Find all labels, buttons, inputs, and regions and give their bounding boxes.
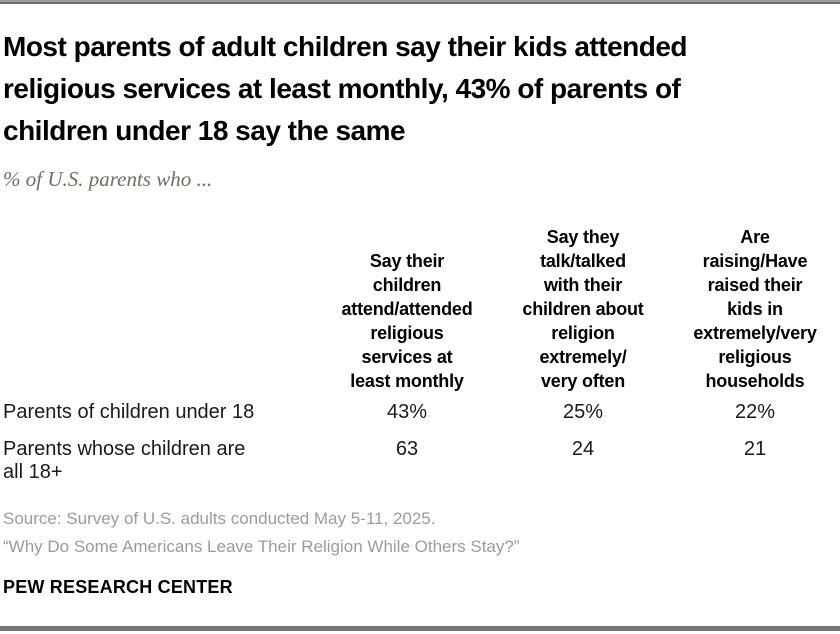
data-table: Say their children attend/attended relig… xyxy=(0,215,840,484)
pew-research-center-wordmark: PEW RESEARCH CENTER xyxy=(3,577,233,597)
column-header-religious-household: Are raising/Have raised their kids in ex… xyxy=(693,227,817,391)
value-cell: 43% xyxy=(386,401,428,423)
value-cell: 63 xyxy=(395,438,419,460)
source-block: Source: Survey of U.S. adults conducted … xyxy=(3,505,520,561)
chart-subtitle: % of U.S. parents who ... xyxy=(3,167,213,191)
chart-title: Most parents of adult children say their… xyxy=(3,31,688,146)
column-header-talk-religion: Say they talk/talked with their children… xyxy=(522,227,644,391)
value-cell: 24 xyxy=(571,438,595,460)
row-label-parents-under-18: Parents of children under 18 xyxy=(3,401,255,423)
column-header-attend-services: Say their children attend/attended relig… xyxy=(341,251,473,391)
value-cell: 22% xyxy=(734,401,776,423)
value-cell: 25% xyxy=(562,401,604,423)
source-line: Source: Survey of U.S. adults conducted … xyxy=(3,509,436,528)
top-divider-bar xyxy=(0,0,840,4)
row-header-spacer xyxy=(0,215,318,393)
row-label-parents-all-18plus: Parents whose children are all 18+ xyxy=(3,438,246,483)
bottom-divider-bar xyxy=(0,626,840,631)
report-title-quote: “Why Do Some Americans Leave Their Relig… xyxy=(3,537,520,556)
value-cell: 21 xyxy=(743,438,767,460)
